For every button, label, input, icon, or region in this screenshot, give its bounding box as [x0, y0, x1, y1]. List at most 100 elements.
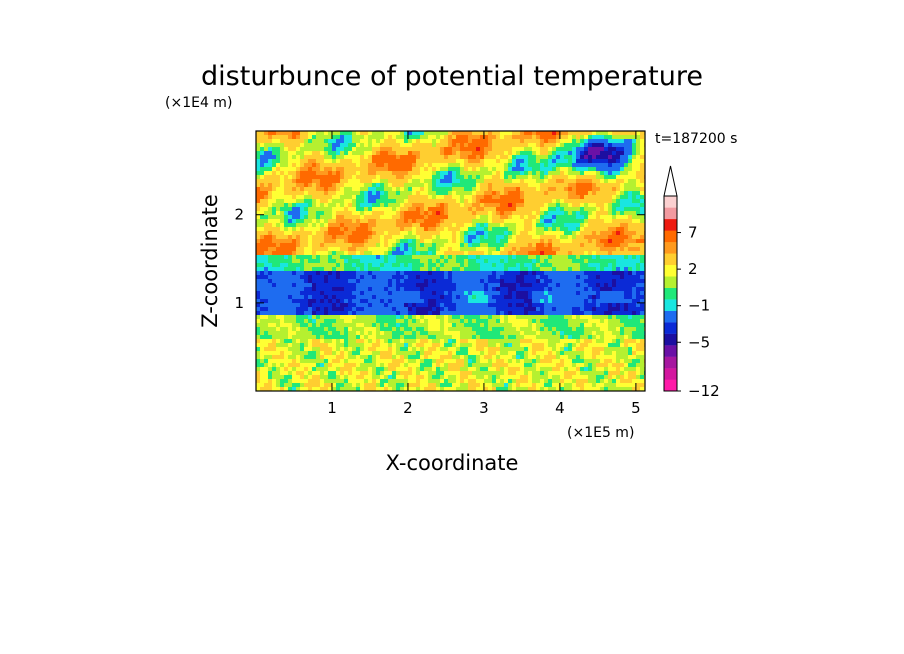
heatmap-cell: [332, 235, 337, 240]
heatmap-cell: [628, 195, 633, 200]
heatmap-cell: [384, 219, 389, 224]
heatmap-cell: [588, 299, 593, 304]
heatmap-cell: [512, 195, 517, 200]
heatmap-cell: [500, 259, 505, 264]
heatmap-cell: [496, 147, 501, 152]
heatmap-cell: [588, 259, 593, 264]
heatmap-cell: [492, 175, 497, 180]
heatmap-cell: [452, 231, 457, 236]
heatmap-cell: [312, 255, 317, 260]
heatmap-cell: [380, 183, 385, 188]
heatmap-cell: [328, 227, 333, 232]
heatmap-cell: [344, 239, 349, 244]
heatmap-cell: [276, 259, 281, 264]
heatmap-cell: [640, 143, 645, 148]
heatmap-cell: [528, 271, 533, 276]
heatmap-cell: [600, 327, 605, 332]
heatmap-cell: [280, 311, 285, 316]
heatmap-cell: [304, 291, 309, 296]
heatmap-cell: [568, 267, 573, 272]
heatmap-cell: [356, 279, 361, 284]
heatmap-cell: [396, 219, 401, 224]
heatmap-cell: [456, 227, 461, 232]
heatmap-cell: [304, 167, 309, 172]
heatmap-cell: [320, 139, 325, 144]
heatmap-cell: [540, 171, 545, 176]
heatmap-cell: [596, 255, 601, 260]
heatmap-cell: [452, 155, 457, 160]
heatmap-cell: [512, 187, 517, 192]
heatmap-cell: [344, 175, 349, 180]
heatmap-cell: [540, 219, 545, 224]
heatmap-cell: [384, 235, 389, 240]
heatmap-cell: [400, 163, 405, 168]
heatmap-cell: [316, 299, 321, 304]
heatmap-cell: [388, 215, 393, 220]
heatmap-cell: [548, 303, 553, 308]
heatmap-cell: [512, 139, 517, 144]
heatmap-cell: [624, 151, 629, 156]
heatmap-cell: [356, 187, 361, 192]
heatmap-cell: [372, 143, 377, 148]
heatmap-cell: [380, 139, 385, 144]
heatmap-cell: [524, 291, 529, 296]
heatmap-cell: [444, 227, 449, 232]
heatmap-cell: [444, 219, 449, 224]
heatmap-cell: [420, 187, 425, 192]
heatmap-cell: [600, 323, 605, 328]
heatmap-cell: [496, 247, 501, 252]
heatmap-cell: [332, 151, 337, 156]
heatmap-cell: [388, 303, 393, 308]
heatmap-cell: [312, 159, 317, 164]
heatmap-cell: [428, 199, 433, 204]
heatmap-cell: [448, 167, 453, 172]
heatmap-cell: [288, 251, 293, 256]
heatmap-cell: [424, 139, 429, 144]
heatmap-cell: [608, 279, 613, 284]
heatmap-cell: [356, 171, 361, 176]
heatmap-cell: [396, 159, 401, 164]
heatmap-cell: [280, 131, 285, 136]
heatmap-cell: [360, 215, 365, 220]
heatmap-cell: [316, 235, 321, 240]
heatmap-cell: [612, 331, 617, 336]
heatmap-cell: [316, 323, 321, 328]
heatmap-cell: [472, 135, 477, 140]
heatmap-cell: [436, 215, 441, 220]
heatmap-cell: [468, 167, 473, 172]
heatmap-cell: [640, 239, 645, 244]
heatmap-cell: [284, 287, 289, 292]
heatmap-cell: [368, 299, 373, 304]
heatmap-cell: [260, 143, 265, 148]
heatmap-cell: [640, 283, 645, 288]
heatmap-cell: [516, 163, 521, 168]
heatmap-cell: [392, 323, 397, 328]
heatmap-cell: [456, 223, 461, 228]
heatmap-cell: [620, 183, 625, 188]
heatmap-cell: [544, 175, 549, 180]
heatmap-cell: [640, 307, 645, 312]
heatmap-cell: [556, 291, 561, 296]
heatmap-cell: [364, 323, 369, 328]
heatmap-cell: [580, 195, 585, 200]
heatmap-cell: [628, 291, 633, 296]
heatmap-cell: [640, 183, 645, 188]
heatmap-cell: [536, 175, 541, 180]
heatmap-cell: [620, 171, 625, 176]
heatmap-cell: [436, 319, 441, 324]
heatmap-cell: [608, 191, 613, 196]
heatmap-cell: [528, 187, 533, 192]
heatmap-cell: [256, 207, 261, 212]
heatmap-cell: [480, 191, 485, 196]
heatmap-cell: [272, 195, 277, 200]
heatmap-cell: [400, 227, 405, 232]
heatmap-cell: [544, 291, 549, 296]
heatmap-cell: [372, 251, 377, 256]
heatmap-cell: [348, 279, 353, 284]
heatmap-cell: [280, 243, 285, 248]
heatmap-cell: [580, 327, 585, 332]
heatmap-cell: [524, 195, 529, 200]
heatmap-cell: [472, 143, 477, 148]
heatmap-cell: [404, 215, 409, 220]
heatmap-cell: [624, 131, 629, 136]
